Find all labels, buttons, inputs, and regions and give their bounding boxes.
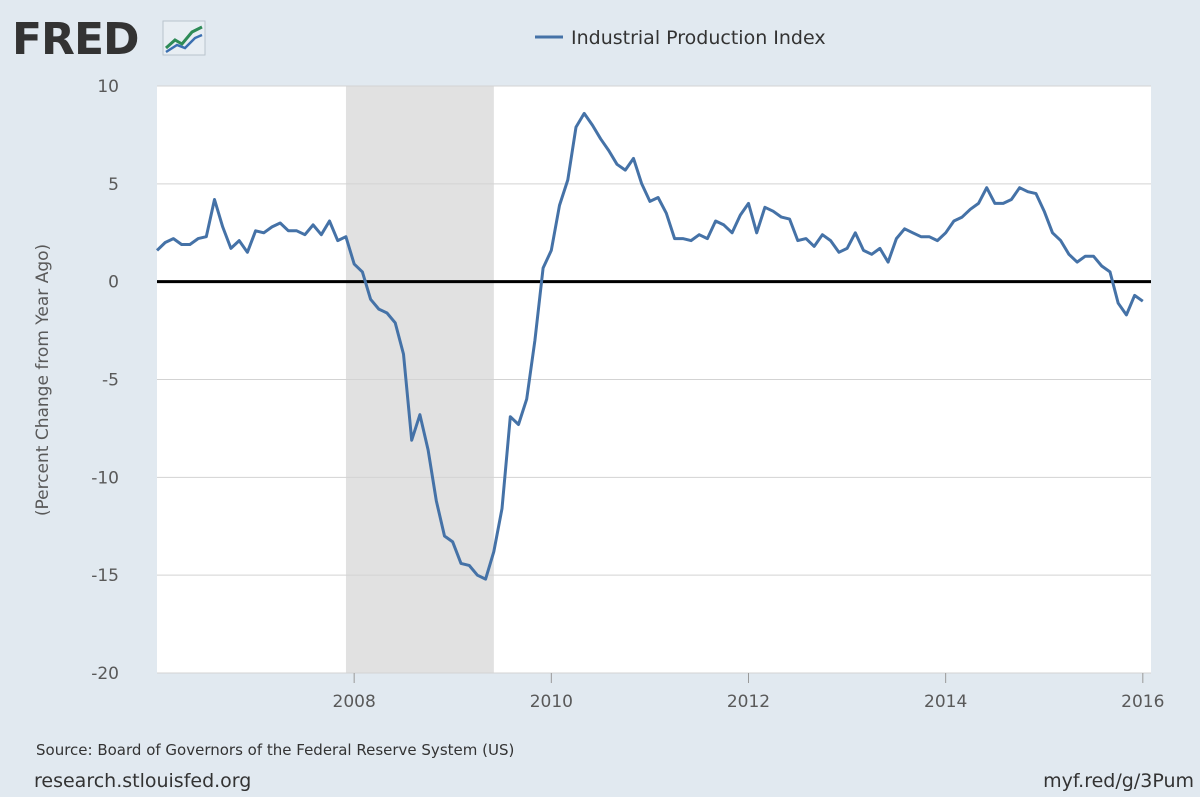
y-tick-label: 10 [97,77,119,97]
y-tick-label: -5 [102,371,119,391]
footer-link-left[interactable]: research.stlouisfed.org [34,770,251,792]
x-tick-label: 2010 [530,692,573,712]
x-tick-label: 2016 [1121,692,1164,712]
y-tick-label: -20 [91,664,119,684]
footer-link-right[interactable]: myf.red/g/3Pum [1043,770,1194,792]
legend: Industrial Production Index [535,27,826,49]
y-tick-label: 0 [108,273,119,293]
fred-logo-text: FRED [12,14,139,65]
x-tick-label: 2014 [924,692,967,712]
x-tick-label: 2008 [333,692,376,712]
y-tick-label: -15 [91,566,119,586]
y-axis-label: (Percent Change from Year Ago) [33,244,53,516]
x-axis-ticks: 2008 2010 2012 2014 2016 [333,673,1164,712]
fred-logo[interactable]: FRED [12,14,206,65]
fred-logo-chart-icon [162,20,206,56]
y-axis-ticks: 10 5 0 -5 -10 -15 -20 [91,77,119,684]
y-tick-label: -10 [91,468,119,488]
legend-label: Industrial Production Index [571,27,826,49]
x-tick-label: 2012 [727,692,770,712]
series-line-industrial-production [155,111,1144,581]
source-text: Source: Board of Governors of the Federa… [36,741,514,759]
y-tick-label: 5 [108,175,119,195]
